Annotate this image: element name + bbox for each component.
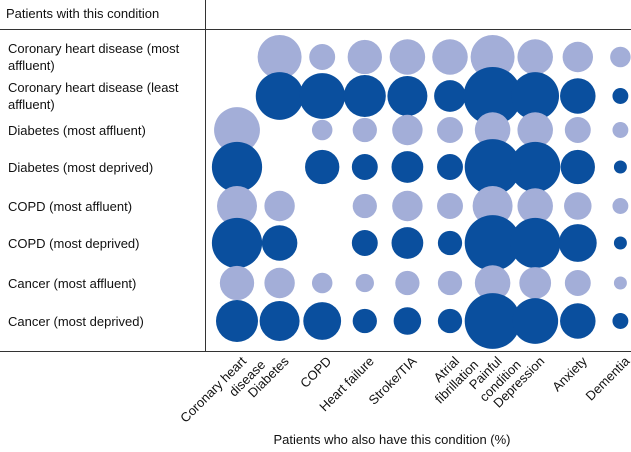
bubble <box>311 119 333 141</box>
bubble <box>517 188 553 224</box>
bubble <box>395 270 420 296</box>
row-label: Diabetes (most deprived) <box>8 159 154 175</box>
bubble <box>560 303 596 339</box>
bubble <box>432 39 468 75</box>
bubble <box>351 154 378 180</box>
bubble <box>214 107 260 153</box>
bubble <box>303 302 342 340</box>
bubble <box>558 224 597 262</box>
row-label: COPD (most deprived) <box>8 235 140 251</box>
bubble <box>517 39 553 75</box>
bubble <box>351 230 378 256</box>
bubble <box>610 46 631 68</box>
bubble <box>211 141 263 193</box>
bubble <box>387 76 428 116</box>
bubble <box>392 190 423 222</box>
bubble <box>464 293 521 349</box>
bubble <box>437 154 463 180</box>
bubble <box>261 225 298 261</box>
bubble <box>560 78 596 114</box>
x-axis-title: Patients who also have this condition (%… <box>273 432 510 447</box>
bubble <box>219 265 255 301</box>
bubble <box>612 198 629 214</box>
bubble <box>472 186 513 226</box>
bubble <box>470 35 515 79</box>
bubble <box>392 114 423 146</box>
bubble <box>612 122 629 138</box>
row-label: Cancer (most affluent) <box>8 275 137 291</box>
bubble <box>464 139 521 195</box>
bubble <box>257 35 302 79</box>
bubble <box>511 72 560 120</box>
bubble <box>564 117 591 143</box>
row-label: Coronary heart disease (most affluent) <box>8 41 180 73</box>
bubble <box>464 215 521 271</box>
bubble <box>437 117 463 143</box>
bubble <box>437 308 463 334</box>
bubble <box>259 301 300 341</box>
bubble <box>393 307 422 335</box>
bubble <box>255 72 304 120</box>
bubble <box>215 299 259 343</box>
bubble <box>389 39 426 75</box>
bubble <box>434 80 466 112</box>
row-label: Diabetes (most affluent) <box>8 122 146 138</box>
bubble <box>391 151 424 183</box>
row-label: Coronary heart disease (least affluent) <box>8 80 179 112</box>
bubble <box>612 88 629 104</box>
bubble <box>613 276 627 290</box>
y-axis-title: Patients with this condition <box>6 6 160 21</box>
x-tick-label: COPD <box>297 354 334 391</box>
bubble <box>347 39 382 75</box>
bubble <box>474 112 511 148</box>
bubble <box>391 227 424 259</box>
bubble <box>463 67 522 125</box>
bubble <box>564 192 592 220</box>
bubble <box>517 112 553 148</box>
bubble <box>211 217 263 269</box>
x-tick-label: Dementia <box>583 353 631 403</box>
bubble <box>264 267 295 299</box>
x-tick-label: Anxiety <box>549 353 590 394</box>
row-label: Cancer (most deprived) <box>8 313 144 329</box>
bubble <box>217 186 257 226</box>
bubble <box>437 193 463 219</box>
bubble <box>352 193 377 219</box>
bubble <box>613 160 627 174</box>
bubble <box>612 313 629 329</box>
row-label: COPD (most affluent) <box>8 198 133 214</box>
bubble <box>510 217 561 269</box>
bubble <box>343 74 386 118</box>
bubble <box>299 73 346 119</box>
bubble <box>352 117 377 143</box>
bubble <box>305 149 340 185</box>
bubble <box>564 270 591 296</box>
bubble <box>519 267 552 299</box>
bubble <box>560 149 595 185</box>
bubble <box>352 308 377 334</box>
bubble <box>474 265 511 301</box>
bubble <box>437 230 463 256</box>
bubble <box>512 298 559 344</box>
bubble <box>437 270 463 296</box>
bubble <box>613 236 627 250</box>
bubble <box>264 190 295 222</box>
bubble <box>309 44 336 70</box>
bubble <box>510 141 561 193</box>
bubble <box>562 41 594 73</box>
bubble <box>355 273 374 293</box>
bubble <box>311 272 333 294</box>
